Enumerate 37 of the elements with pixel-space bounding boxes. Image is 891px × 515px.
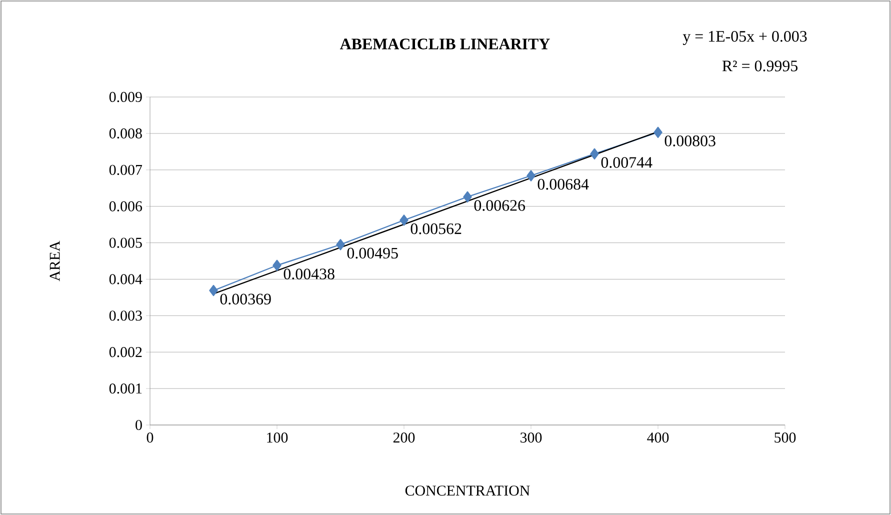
point: [400, 214, 408, 226]
point: [272, 260, 282, 271]
text: R² = 0.9995: [722, 60, 798, 72]
y-tick-label: 0.004: [109, 274, 142, 284]
data-label: 0.00438: [284, 268, 334, 280]
point: [209, 284, 218, 296]
chart-title: ABEMACICLIB LINEARITY: [340, 38, 550, 50]
x-tick-label: 200: [393, 432, 415, 443]
point: [463, 191, 472, 202]
point: [654, 126, 662, 138]
x-axis-title: CONCENTRATION: [405, 486, 530, 496]
data-label: 0.00803: [664, 136, 716, 146]
y-tick-label: 0.001: [109, 383, 142, 394]
y-tick-label: 0.003: [109, 310, 142, 321]
data-label: 0.00495: [347, 248, 398, 259]
x-tick-label: 0: [146, 432, 154, 443]
y-axis-title: AREA: [50, 240, 60, 282]
data-label: 0.00684: [538, 178, 589, 190]
point: [336, 239, 345, 250]
x-tick-label: 300: [520, 432, 542, 443]
x-tick-label: 100: [267, 432, 288, 443]
point: [526, 170, 536, 182]
y-tick-label: 0.005: [109, 238, 142, 248]
data-label: 0.00369: [220, 294, 271, 305]
data-label: 0.00744: [601, 157, 652, 168]
data-label: 0.00562: [410, 223, 462, 234]
x-tick-label: 400: [647, 432, 669, 443]
y-tick-label: 0.002: [109, 347, 142, 358]
point: [590, 148, 599, 160]
y-tick-label: 0.008: [109, 128, 142, 139]
text: y = 1E-05x + 0.003: [682, 30, 807, 46]
y-tick-label: 0.006: [109, 201, 142, 212]
y-tick-label: 0: [136, 420, 142, 430]
y-tick-label: 0.007: [109, 164, 142, 175]
y-tick-label: 0.009: [109, 92, 142, 102]
x-tick-label: 500: [774, 432, 796, 443]
data-label: 0.00626: [474, 200, 526, 211]
